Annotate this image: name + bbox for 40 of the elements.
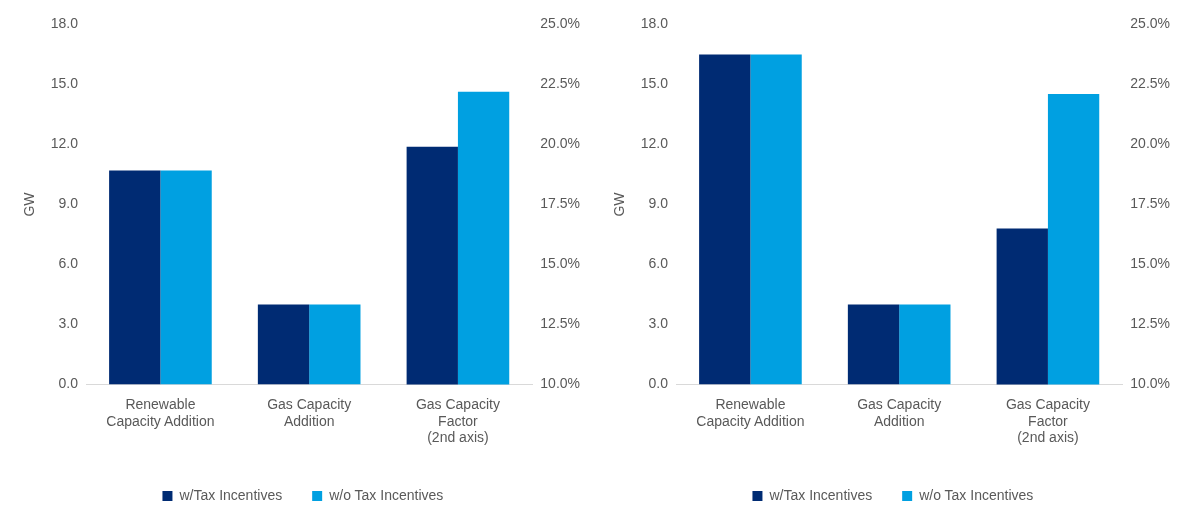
x-tick-label: Gas Capacity Factor (2nd axis) [415,395,500,446]
y-tick-label: 18.0 [640,15,669,32]
legend-label: w/o Tax Incentives [918,486,1034,503]
y2-tick-label: 25.0% [540,15,581,32]
y2-tick-label: 25.0% [1130,15,1171,32]
y-tick-label: 15.0 [50,75,79,92]
y-tick-label: 9.0 [648,195,669,212]
y2-tick-label: 22.5% [540,75,581,92]
y-tick-label: 0.0 [648,375,669,392]
y-tick-label: 12.0 [640,135,669,152]
x-tick-label: Gas Capacity Addition [267,395,352,429]
legend-label: w/Tax Incentives [178,486,283,503]
y2-tick-label: 10.0% [1130,375,1171,392]
y2-tick-label: 12.5% [540,315,581,332]
y-axis-title: GW [21,191,38,217]
y-tick-label: 3.0 [648,315,669,332]
x-tick-label: Gas Capacity Factor (2nd axis) [1005,395,1090,446]
y2-tick-label: 20.0% [1130,135,1171,152]
y2-tick-label: 20.0% [540,135,581,152]
y-axis-title: GW [611,191,628,217]
y2-tick-label: 10.0% [540,375,581,392]
y2-tick-label: 15.0% [540,255,581,272]
x-tick-label: Gas Capacity Addition [857,395,942,429]
y-tick-label: 6.0 [648,255,669,272]
y-tick-label: 18.0 [50,15,79,32]
y-tick-label: 12.0 [50,135,79,152]
y2-tick-label: 22.5% [1130,75,1171,92]
legend-label: w/o Tax Incentives [328,486,444,503]
y-tick-label: 9.0 [58,195,79,212]
y-tick-label: 15.0 [640,75,669,92]
legend-label: w/Tax Incentives [768,486,873,503]
y-tick-label: 6.0 [58,255,79,272]
y2-tick-label: 15.0% [1130,255,1171,272]
y2-tick-label: 12.5% [1130,315,1171,332]
y-tick-label: 0.0 [58,375,79,392]
y2-tick-label: 17.5% [540,195,581,212]
x-tick-label: Renewable Capacity Addition [106,395,215,429]
y2-tick-label: 17.5% [1130,195,1171,212]
y-tick-label: 3.0 [58,315,79,332]
x-tick-label: Renewable Capacity Addition [696,395,805,429]
